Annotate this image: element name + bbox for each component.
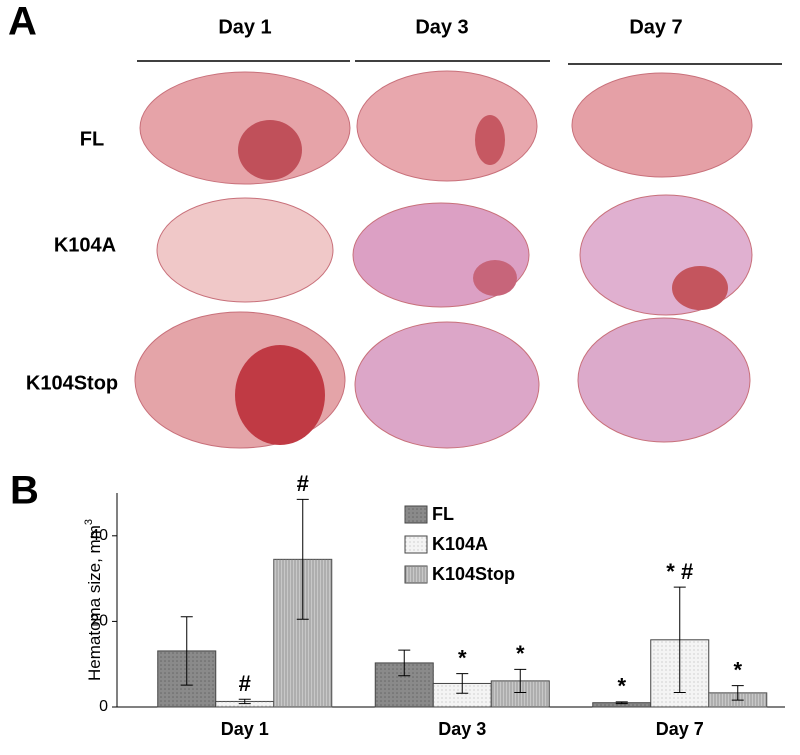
significance-label: # <box>297 471 309 496</box>
significance-label: * <box>516 641 525 666</box>
x-tick-label: Day 7 <box>656 719 704 739</box>
error-bar <box>615 701 628 705</box>
y-tick-label: 0 <box>99 698 108 715</box>
legend-label: K104A <box>432 534 488 554</box>
error-bar <box>180 616 193 686</box>
y-tick-label: 20 <box>90 613 108 630</box>
hemorrhage <box>672 266 728 310</box>
significance-label: * <box>733 657 742 682</box>
brain-section <box>156 197 334 303</box>
legend-swatch-texture <box>405 506 427 523</box>
row-label: K104A <box>54 234 116 256</box>
row-label: FL <box>80 128 104 150</box>
y-tick-label: 40 <box>90 527 108 544</box>
x-tick-label: Day 3 <box>438 719 486 739</box>
hemorrhage <box>475 115 505 165</box>
hemorrhage <box>473 260 517 296</box>
error-bar <box>456 673 469 694</box>
significance-label: * <box>458 645 467 670</box>
legend-swatch-texture <box>405 536 427 553</box>
column-label: Day 7 <box>629 16 682 38</box>
legend-label: FL <box>432 504 454 524</box>
error-bar <box>398 649 411 677</box>
brain-section <box>354 321 540 449</box>
brain-sections <box>134 70 753 449</box>
brain-section <box>579 194 753 316</box>
error-bar <box>514 668 527 693</box>
hemorrhage <box>235 345 325 445</box>
brain-section <box>356 70 538 182</box>
legend-swatch-texture <box>405 566 427 583</box>
error-bar <box>296 498 309 620</box>
y-axis-label: Hematoma size, mm3 <box>83 519 105 681</box>
panel-label: B <box>10 469 39 513</box>
significance-label: * # <box>666 559 693 584</box>
significance-label: # <box>239 671 251 696</box>
error-bar <box>673 586 686 693</box>
plot: 0 20 40 Day 1 # # Day 3 * * Day 7 * * # * FL K104A K104… <box>90 471 785 739</box>
row-label: K104Stop <box>26 372 118 394</box>
panel-label: A <box>8 0 37 44</box>
hemorrhage <box>238 120 302 180</box>
brain-section <box>577 317 751 443</box>
y-axis-label-sup: 3 <box>83 519 95 525</box>
error-bar <box>731 685 744 701</box>
y-axis-label-text: Hematoma size, mm <box>85 525 104 681</box>
legend-label: K104Stop <box>432 564 515 584</box>
column-label: Day 3 <box>415 16 468 38</box>
error-bar <box>238 698 251 705</box>
brain-section <box>571 72 753 178</box>
column-label: Day 1 <box>218 16 271 38</box>
x-tick-label: Day 1 <box>221 719 269 739</box>
significance-label: * <box>617 674 626 699</box>
